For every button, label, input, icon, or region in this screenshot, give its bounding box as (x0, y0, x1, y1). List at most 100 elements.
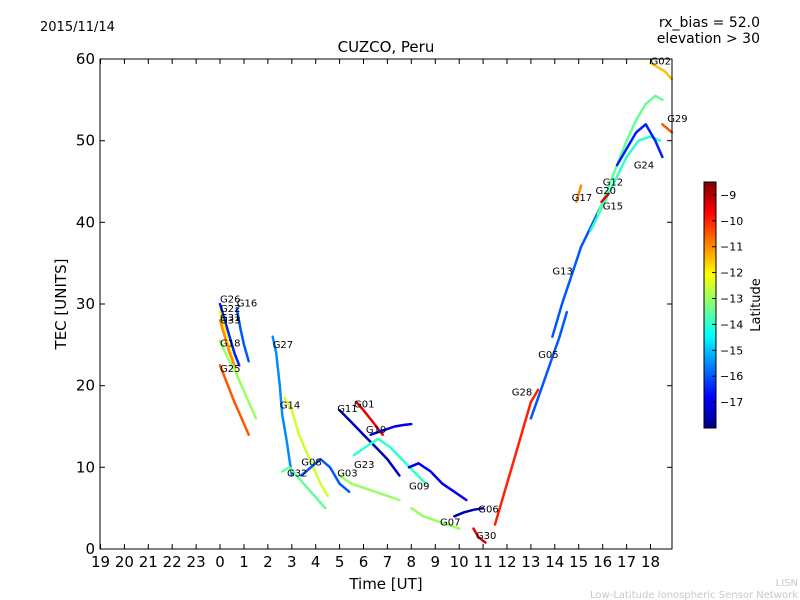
prn-label-g29: G29 (667, 114, 687, 125)
x-tick-label: 12 (497, 553, 516, 571)
prn-label-g27: G27 (273, 340, 293, 351)
x-tick-label: 11 (474, 553, 493, 571)
trace-g32 (280, 466, 327, 510)
prn-label-g33: G33 (220, 316, 240, 327)
x-tick-label: 3 (287, 553, 297, 571)
trace-g23 (352, 437, 427, 485)
colorbar-ticks: −9 −10 −11 −12 −13 −14 −15 −16 −17 (712, 189, 743, 409)
prn-label-g25: G25 (220, 364, 240, 375)
trace-g11 (338, 408, 401, 477)
y-tick-label: 0 (85, 540, 95, 558)
colorbar (703, 181, 717, 429)
y-tick-label: 50 (76, 132, 95, 150)
trace-g12 (596, 94, 664, 216)
colorbar-label: Latitude (749, 278, 764, 332)
colorbar-tick-label: −13 (720, 293, 743, 306)
prn-label-g30: G30 (476, 531, 496, 542)
x-tick-label: 10 (450, 553, 469, 571)
x-tick-label: 1 (239, 553, 249, 571)
trace-g24 (615, 123, 664, 167)
trace-g31 (218, 319, 236, 367)
prn-label-g28: G28 (512, 388, 532, 399)
x-tick-label: 8 (407, 553, 417, 571)
x-tick-label: 14 (545, 553, 564, 571)
prn-label-g31: G31 (220, 313, 240, 324)
prn-label-g01: G01 (354, 400, 374, 411)
prn-label-g17: G17 (572, 193, 592, 204)
prn-label-g08: G08 (301, 458, 321, 469)
colorbar-tick-label: −17 (720, 396, 743, 409)
x-tick-label: 21 (139, 553, 158, 571)
trace-g30 (472, 527, 487, 544)
trace-g16 (235, 306, 250, 363)
network-long-label: Low-Latitude Ionospheric Sensor Network (590, 590, 798, 600)
prn-label-g18: G18 (220, 339, 240, 350)
prn-label-g15: G15 (603, 201, 623, 212)
prn-label-g19: G19 (366, 425, 386, 436)
y-axis-label: TEC [UNITS] (52, 259, 70, 351)
rx-bias-label: rx_bias = 52.0 (659, 15, 760, 31)
x-tick-label: 13 (521, 553, 540, 571)
trace-g17 (575, 184, 583, 204)
trace-g26 (218, 302, 241, 367)
prn-label-g09: G09 (409, 481, 429, 492)
prn-label-g13: G13 (552, 267, 572, 278)
prn-label-g12: G12 (603, 178, 623, 189)
trace-g02 (649, 61, 674, 81)
trace-g06 (453, 506, 485, 518)
trace-g15 (600, 192, 610, 204)
prn-label-g20: G20 (596, 186, 616, 197)
x-tick-label: 4 (311, 553, 321, 571)
prn-label-g07: G07 (440, 517, 460, 528)
plot-frame (99, 58, 673, 550)
colorbar-tick-label: −9 (720, 189, 736, 202)
tec-traces (218, 61, 674, 544)
y-tick-label: 20 (76, 377, 95, 395)
prn-label-g03: G03 (337, 468, 357, 479)
trace-g19 (369, 422, 413, 436)
prn-label-g24: G24 (634, 160, 654, 171)
x-tick-label: 7 (383, 553, 393, 571)
date-label: 2015/11/14 (40, 20, 115, 35)
prn-label-g26: G26 (220, 294, 240, 305)
trace-g05 (529, 310, 569, 420)
prn-label-g14: G14 (280, 401, 300, 412)
trace-g20 (589, 135, 662, 232)
colorbar-tick-label: −16 (720, 370, 743, 383)
colorbar-tick-label: −15 (720, 344, 743, 357)
colorbar-tick-label: −12 (720, 267, 743, 280)
y-tick-label: 10 (76, 458, 95, 476)
colorbar-tick-label: −11 (720, 241, 743, 254)
trace-g07 (410, 506, 461, 530)
trace-g08 (300, 457, 351, 494)
prn-label-g06: G06 (478, 504, 498, 515)
prn-label-g22: G22 (220, 304, 240, 315)
prn-label-g32: G32 (287, 468, 307, 479)
x-tick-label: 5 (335, 553, 345, 571)
prn-label-g23: G23 (354, 460, 374, 471)
elevation-label: elevation > 30 (657, 31, 760, 47)
prn-label-g11: G11 (337, 404, 357, 415)
trace-g14 (283, 396, 329, 498)
prn-label-g02: G02 (651, 57, 671, 68)
network-short-label: LISN (776, 578, 798, 589)
trace-g03 (338, 474, 401, 502)
trace-g18 (218, 339, 258, 420)
x-tick-label: 17 (617, 553, 636, 571)
y-tick-label: 60 (76, 50, 95, 68)
prn-label-g05: G05 (538, 350, 558, 361)
x-tick-label: 19 (91, 553, 110, 571)
x-tick-label: 0 (215, 553, 225, 571)
x-tick-label: 22 (163, 553, 182, 571)
trace-g28 (493, 388, 540, 526)
colorbar-tick-label: −10 (720, 215, 743, 228)
y-tick-label: 30 (76, 295, 95, 313)
trace-g25 (218, 364, 250, 436)
trace-g01 (355, 400, 384, 436)
trace-g13 (551, 196, 607, 338)
x-tick-label: 18 (641, 553, 660, 571)
prn-label-g16: G16 (237, 298, 257, 309)
y-tick-label: 40 (76, 213, 95, 231)
x-tick-label: 6 (359, 553, 369, 571)
